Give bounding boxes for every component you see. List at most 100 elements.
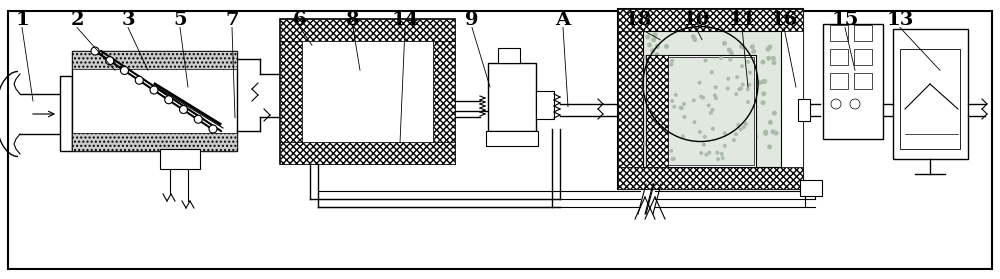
Circle shape (692, 37, 697, 42)
Circle shape (664, 44, 669, 49)
Circle shape (682, 102, 686, 106)
Circle shape (680, 158, 685, 163)
Circle shape (735, 75, 739, 79)
Circle shape (663, 142, 668, 147)
Circle shape (692, 120, 696, 124)
Text: 7: 7 (225, 11, 239, 28)
Circle shape (728, 139, 733, 144)
Circle shape (763, 131, 768, 136)
Circle shape (734, 92, 738, 96)
Circle shape (715, 71, 720, 76)
Bar (60, 76, 72, 151)
Circle shape (745, 136, 750, 141)
Circle shape (194, 115, 202, 123)
Circle shape (688, 148, 693, 153)
Circle shape (106, 57, 114, 65)
Circle shape (661, 57, 666, 62)
Text: 9: 9 (465, 11, 479, 28)
Circle shape (740, 64, 744, 68)
Circle shape (831, 99, 841, 109)
Circle shape (767, 44, 772, 49)
Circle shape (850, 99, 860, 109)
Bar (72, 51, 237, 151)
Bar (893, 29, 968, 159)
Circle shape (643, 95, 648, 100)
Circle shape (669, 62, 673, 67)
Circle shape (746, 60, 750, 64)
Circle shape (688, 116, 693, 121)
Circle shape (684, 95, 689, 100)
Circle shape (740, 83, 745, 88)
Circle shape (734, 132, 738, 136)
Circle shape (748, 71, 752, 74)
Bar (618, 9, 803, 189)
Circle shape (702, 143, 706, 147)
Circle shape (746, 87, 750, 91)
Circle shape (736, 123, 740, 127)
Circle shape (709, 123, 714, 128)
Circle shape (698, 130, 702, 134)
Circle shape (669, 149, 673, 153)
Circle shape (648, 85, 653, 90)
Circle shape (680, 91, 685, 96)
Circle shape (180, 105, 188, 114)
Circle shape (647, 78, 652, 83)
Circle shape (723, 131, 727, 135)
Circle shape (742, 125, 746, 129)
Circle shape (741, 83, 745, 86)
Circle shape (761, 79, 766, 84)
Text: 16: 16 (770, 11, 798, 28)
Bar (854, 49, 872, 65)
Bar (302, 41, 433, 142)
Bar (618, 31, 643, 167)
Circle shape (680, 106, 684, 110)
Bar (498, 48, 520, 63)
Bar (488, 63, 536, 131)
Circle shape (734, 104, 739, 109)
Circle shape (654, 137, 659, 142)
Text: 10: 10 (682, 11, 710, 28)
Circle shape (750, 44, 755, 49)
Bar (668, 57, 754, 165)
Circle shape (91, 47, 99, 55)
Circle shape (760, 59, 765, 64)
Circle shape (683, 93, 688, 98)
Circle shape (668, 67, 673, 72)
Circle shape (643, 55, 648, 60)
Circle shape (681, 141, 686, 146)
Bar (830, 25, 848, 41)
Circle shape (655, 44, 660, 49)
Circle shape (643, 141, 648, 146)
Circle shape (697, 63, 702, 68)
Circle shape (716, 157, 720, 161)
Circle shape (714, 96, 718, 100)
Circle shape (720, 152, 724, 156)
Bar (280, 41, 302, 142)
Circle shape (650, 48, 655, 53)
Circle shape (739, 86, 743, 90)
Circle shape (674, 93, 678, 97)
Circle shape (672, 157, 676, 161)
Text: 6: 6 (293, 11, 307, 28)
Bar (433, 41, 455, 142)
Circle shape (658, 118, 663, 123)
Circle shape (655, 114, 660, 119)
Circle shape (719, 56, 723, 60)
Bar (830, 49, 848, 65)
Circle shape (687, 154, 692, 159)
Circle shape (772, 110, 777, 116)
Text: 18: 18 (624, 11, 652, 28)
Circle shape (681, 134, 685, 138)
Bar (536, 91, 554, 119)
Circle shape (760, 100, 765, 105)
Circle shape (703, 59, 708, 64)
Circle shape (658, 68, 663, 73)
Bar (800, 180, 822, 196)
Circle shape (761, 91, 766, 96)
Circle shape (646, 148, 651, 153)
Circle shape (691, 34, 696, 39)
Circle shape (723, 144, 727, 148)
Circle shape (680, 159, 685, 164)
Circle shape (762, 79, 767, 84)
Circle shape (737, 87, 741, 91)
